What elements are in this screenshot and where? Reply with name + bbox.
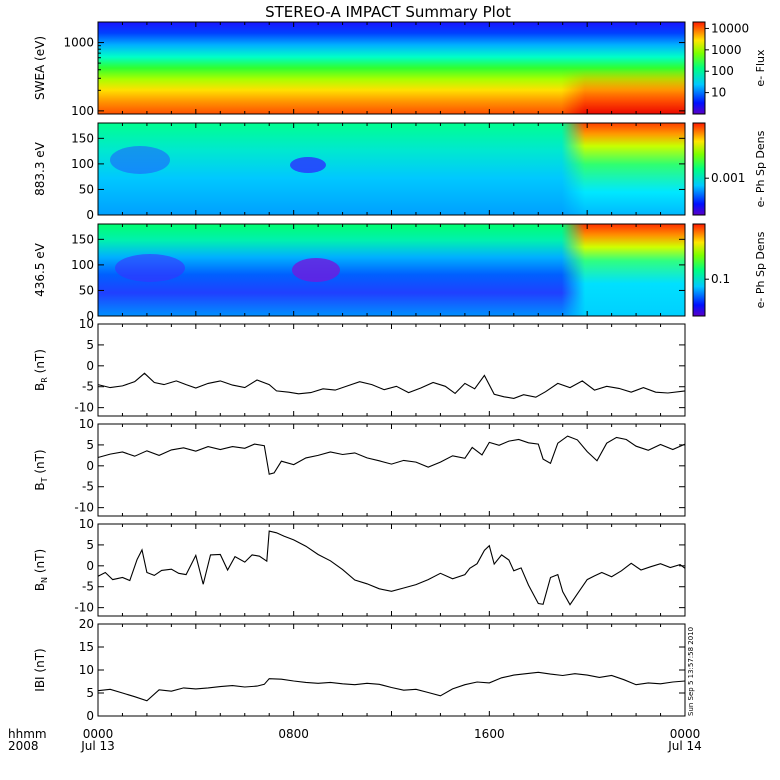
time-tick-label: 0000 (83, 727, 114, 741)
pad-883-enhancement (98, 123, 685, 215)
y-tick-label: 5 (86, 538, 94, 552)
time-tick-label: 0000 (670, 727, 701, 741)
colorbar-label: e- Ph Sp Dens (754, 231, 767, 308)
y-axis-title: 883.3 eV (33, 141, 47, 196)
bmag-frame (97, 623, 686, 717)
y-axis-title: IBI (nT) (33, 648, 47, 691)
pad-436-dropout (292, 258, 340, 282)
pad-436-panel (97, 223, 686, 317)
plot-title: STEREO-A IMPACT Summary Plot (265, 3, 511, 21)
y-tick-label: 0 (86, 359, 94, 373)
y-tick-label: 0 (86, 709, 94, 723)
bn-frame (97, 523, 686, 617)
y-tick-label: 0 (86, 459, 94, 473)
y-axis-title: BN (nT) (33, 549, 49, 591)
colorbar-pad-883 (692, 122, 706, 216)
pad-436-dropout (115, 254, 185, 282)
br-frame (97, 323, 686, 417)
colorbar-label: e- Ph Sp Dens (754, 130, 767, 207)
date-tick-label: Jul 13 (80, 739, 115, 753)
colorbar-tick-label: 0.1 (711, 272, 730, 286)
run-timestamp: Sun Sep 5 13:57:58 2010 (687, 627, 695, 716)
y-tick-label: 20 (79, 617, 94, 631)
y-tick-label: -10 (74, 501, 94, 515)
y-tick-label: 5 (86, 686, 94, 700)
series-line (97, 671, 686, 702)
y-tick-label: 0 (86, 309, 94, 323)
y-tick-label: 10 (79, 663, 94, 677)
y-tick-label: 0 (86, 208, 94, 222)
series-line (97, 435, 686, 475)
y-tick-label: 5 (86, 338, 94, 352)
y-tick-label: 100 (71, 104, 94, 118)
y-tick-label: 50 (79, 182, 94, 196)
series-line (97, 530, 686, 606)
y-tick-label: 0 (86, 559, 94, 573)
colorbar-tick-label: 100 (711, 64, 734, 78)
y-axis-title: 436.5 eV (33, 242, 47, 297)
y-tick-label: 10 (79, 317, 94, 331)
y-tick-label: 10 (79, 517, 94, 531)
colorbar-swea (692, 21, 706, 115)
y-tick-label: 150 (71, 131, 94, 145)
series-line (97, 372, 686, 399)
colorbar-pad-436 (692, 223, 706, 317)
colorbar-tick-label: 1000 (711, 43, 742, 57)
y-tick-label: -5 (82, 380, 94, 394)
y-tick-label: -5 (82, 480, 94, 494)
y-tick-label: -10 (74, 601, 94, 615)
y-tick-label: -10 (74, 401, 94, 415)
colorbar-tick-label: 0.001 (711, 171, 745, 185)
colorbar-label: e- Flux (754, 49, 767, 87)
time-axis-row-label-1: hhmm (8, 727, 47, 741)
y-tick-label: 50 (79, 283, 94, 297)
y-axis-title: SWEA (eV) (33, 36, 47, 100)
y-axis-title: BT (nT) (33, 449, 49, 490)
y-tick-label: 100 (71, 258, 94, 272)
y-tick-label: 10 (79, 417, 94, 431)
bt-frame (97, 423, 686, 517)
y-tick-label: 1000 (63, 36, 94, 50)
colorbar-tick-label: 10 (711, 86, 726, 100)
y-tick-label: 100 (71, 157, 94, 171)
colorbar-tick-label: 10000 (711, 21, 749, 35)
y-axis-title: BR (nT) (33, 349, 49, 391)
time-tick-label: 0800 (278, 727, 309, 741)
pad-883-dropout (290, 157, 326, 173)
y-tick-label: 5 (86, 438, 94, 452)
swea-enhancement-region (98, 22, 685, 114)
y-tick-label: 15 (79, 640, 94, 654)
pad-436-enhancement (98, 224, 685, 316)
time-axis-row-label-2: 2008 (8, 739, 39, 753)
date-tick-label: Jul 14 (667, 739, 702, 753)
y-tick-label: -5 (82, 580, 94, 594)
swea-spectrogram-panel (97, 21, 686, 115)
time-tick-label: 1600 (474, 727, 505, 741)
y-tick-label: 150 (71, 232, 94, 246)
pad-883-panel (97, 122, 686, 216)
pad-883-dropout (110, 146, 170, 174)
